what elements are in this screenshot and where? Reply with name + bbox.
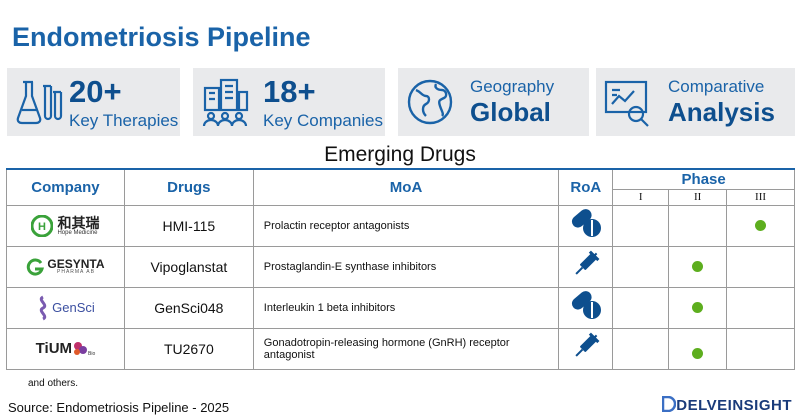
- card-therapies: 20+ Key Therapies: [7, 68, 180, 136]
- globe-icon: [407, 79, 453, 125]
- moa-text: Gonadotropin-releasing hormone (GnRH) re…: [252, 327, 560, 370]
- card-companies: 18+ Key Companies: [193, 68, 385, 136]
- card-analysis-value: Analysis: [668, 97, 775, 127]
- emerging-drugs-table: Company Drugs MoA RoA Phase I II III H 和…: [6, 168, 795, 370]
- header-moa: MoA: [252, 168, 560, 206]
- delveinsight-logo: DELVEINSIGHT: [662, 395, 792, 414]
- card-therapies-label: Key Therapies: [69, 111, 179, 130]
- footnote: and others.: [28, 378, 79, 389]
- section-heading: Emerging Drugs: [324, 143, 476, 166]
- card-companies-value: 18+: [263, 74, 316, 109]
- card-geography-value: Global: [470, 97, 551, 127]
- header-phase-3: III: [726, 188, 795, 206]
- drug-name: HMI-115: [123, 204, 254, 247]
- drug-name: GenSci048: [123, 286, 254, 329]
- syringe-icon: [575, 250, 600, 275]
- card-analysis-label: Comparative: [668, 77, 765, 96]
- buildings-people-icon: [202, 78, 249, 127]
- company-subname: Hope Medicine: [57, 229, 98, 236]
- moa-text: Prolactin receptor antagonists: [252, 204, 560, 247]
- syringe-icon: [575, 332, 600, 357]
- tium-logo: TiUM Bio: [7, 329, 124, 369]
- card-therapies-value: 20+: [69, 74, 122, 109]
- hope-medicine-mark-icon: H: [31, 214, 54, 237]
- table-row: GESYNTA PHARMA AB Vipoglanstat Prostagla…: [6, 245, 795, 288]
- gensci-logo: GenSci: [7, 288, 124, 328]
- roa-cell: [558, 286, 614, 329]
- source-caption: Source: Endometriosis Pipeline - 2025: [8, 400, 230, 415]
- phase-1-cell: [612, 286, 670, 329]
- company-logo-cell: GenSci: [6, 286, 125, 329]
- table-row: GenSci GenSci048 Interleukin 1 beta inhi…: [6, 286, 795, 329]
- phase-2-cell: [668, 245, 728, 288]
- chart-magnifier-icon: [604, 80, 649, 127]
- brand-name: DELVEINSIGHT: [676, 397, 792, 414]
- phase-3-cell: [726, 286, 795, 329]
- drug-name: TU2670: [123, 327, 254, 370]
- phase-1-cell: [612, 245, 670, 288]
- phase-2-cell: [668, 327, 728, 370]
- company-name: GESYNTA: [47, 257, 105, 271]
- table-row: H 和其瑞 Hope Medicine HMI-115 Prolactin re…: [6, 204, 795, 247]
- header-drugs: Drugs: [123, 168, 254, 206]
- header-phase: Phase: [612, 168, 795, 190]
- delveinsight-mark-icon: [662, 395, 677, 413]
- company-subname: Bio: [88, 350, 96, 357]
- roa-cell: [558, 245, 614, 288]
- card-geography: Geography Global: [398, 68, 589, 136]
- company-name: TiUM: [35, 340, 73, 357]
- table-row: TiUM Bio TU2670 Gonadotropin-releasing h…: [6, 327, 795, 370]
- header-roa: RoA: [558, 168, 614, 206]
- hope-medicine-logo: H 和其瑞 Hope Medicine: [7, 206, 124, 246]
- phase-2-cell: [668, 286, 728, 329]
- phase-indicator-dot: [692, 302, 704, 313]
- card-analysis: Comparative Analysis: [596, 68, 795, 136]
- gesynta-mark-icon: [27, 258, 45, 276]
- phase-2-cell: [668, 204, 728, 247]
- roa-cell: [558, 327, 614, 370]
- company-logo-cell: TiUM Bio: [6, 327, 125, 370]
- phase-3-cell: [726, 245, 795, 288]
- phase-3-cell: [726, 204, 795, 247]
- gesynta-logo: GESYNTA PHARMA AB: [7, 247, 124, 287]
- lab-flask-icon: [16, 80, 63, 125]
- phase-1-cell: [612, 327, 670, 370]
- roa-cell: [558, 204, 614, 247]
- company-name: GenSci: [52, 300, 95, 315]
- gensci-mark-icon: [39, 295, 47, 320]
- phase-3-cell: [726, 327, 795, 370]
- oral-pill-icon: [571, 209, 601, 237]
- card-companies-label: Key Companies: [263, 111, 384, 130]
- moa-text: Interleukin 1 beta inhibitors: [252, 286, 560, 329]
- header-phase-1: I: [612, 188, 670, 206]
- phase-indicator-dot: [692, 261, 704, 272]
- company-logo-cell: GESYNTA PHARMA AB: [6, 245, 125, 288]
- phase-1-cell: [612, 204, 670, 247]
- drug-name: Vipoglanstat: [123, 245, 254, 288]
- phase-indicator-dot: [755, 220, 767, 231]
- stats-cards: 20+ Key Therapies 18+ Key Companies Geog…: [7, 68, 795, 136]
- company-subname: PHARMA AB: [57, 269, 95, 275]
- company-logo-cell: H 和其瑞 Hope Medicine: [6, 204, 125, 247]
- moa-text: Prostaglandin-E synthase inhibitors: [252, 245, 560, 288]
- svg-text:H: H: [38, 221, 46, 233]
- phase-indicator-dot: [692, 348, 704, 359]
- header-phase-2: II: [668, 188, 728, 206]
- page-title: Endometriosis Pipeline: [12, 22, 311, 52]
- company-name: 和其瑞: [57, 214, 100, 231]
- oral-pill-icon: [571, 291, 601, 319]
- header-company: Company: [6, 168, 125, 206]
- card-geography-label: Geography: [470, 77, 555, 96]
- tium-flower-icon: [74, 341, 88, 355]
